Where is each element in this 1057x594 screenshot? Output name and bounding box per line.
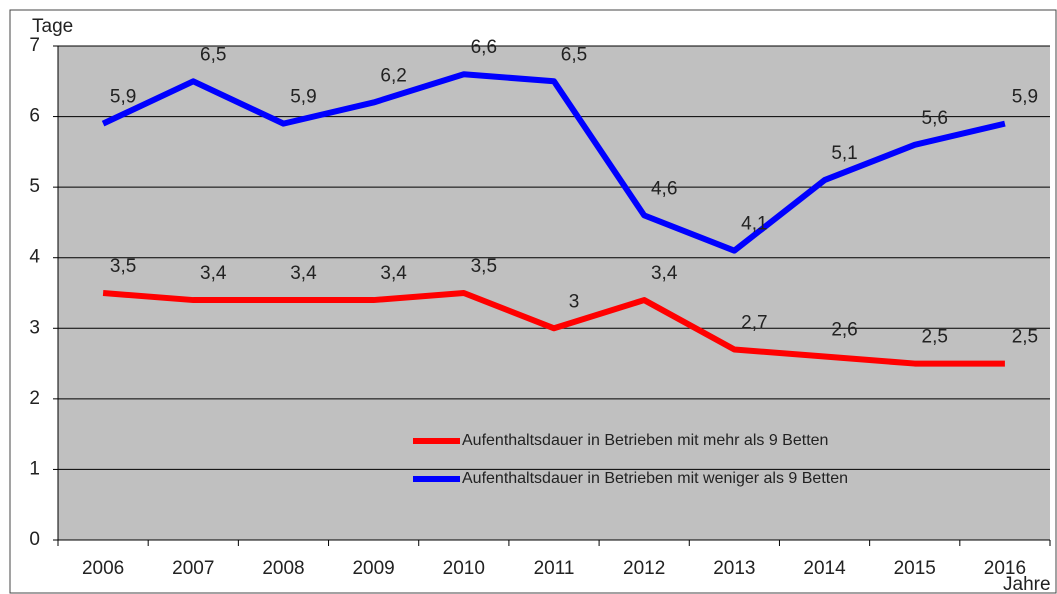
y-tick-label: 6 (29, 106, 40, 127)
data-label: 3,4 (380, 263, 407, 284)
x-tick-label: 2006 (82, 558, 124, 579)
series-line (101, 71, 1006, 254)
data-label: 2,6 (831, 320, 857, 341)
data-label: 6,5 (200, 44, 226, 65)
data-label: 3,5 (471, 256, 497, 277)
legend-label: Aufenthaltsdauer in Betrieben mit wenige… (462, 470, 848, 487)
x-tick-label: 2016 (984, 558, 1026, 579)
data-label: 3,4 (200, 263, 227, 284)
x-tick-label: 2010 (443, 558, 485, 579)
data-label: 2,5 (1012, 327, 1038, 348)
data-label: 4,6 (651, 178, 677, 199)
x-tick-label: 2015 (894, 558, 936, 579)
data-label: 3,4 (290, 263, 317, 284)
x-tick-label: 2008 (262, 558, 304, 579)
y-tick-label: 4 (29, 247, 40, 268)
y-tick-label: 1 (29, 458, 40, 479)
x-tick-label: 2013 (713, 558, 755, 579)
y-axis-label: Tage (32, 16, 73, 37)
x-axis-label: Jahre (1003, 574, 1051, 594)
data-label: 5,6 (922, 108, 948, 129)
y-tick-label: 2 (29, 388, 40, 409)
data-label: 2,5 (922, 327, 948, 348)
legend-label: Aufenthaltsdauer in Betrieben mit mehr a… (462, 432, 828, 449)
data-label: 3,5 (110, 256, 136, 277)
data-label: 3,4 (651, 263, 678, 284)
data-label: 4,1 (741, 214, 767, 235)
data-label: 5,9 (110, 87, 136, 108)
data-label: 6,6 (471, 37, 497, 58)
data-label: 5,1 (831, 143, 857, 164)
data-label: 3 (569, 291, 580, 312)
frame (9, 9, 1057, 594)
y-tick-label: 3 (29, 317, 40, 338)
data-label: 5,9 (1012, 87, 1038, 108)
x-tick-label: 2014 (803, 558, 846, 579)
data-label: 6,2 (380, 65, 406, 86)
y-tick-label: 7 (29, 35, 40, 56)
x-tick-label: 2009 (352, 558, 394, 579)
data-label: 5,9 (290, 87, 316, 108)
data-label: 6,5 (561, 44, 587, 65)
x-tick-label: 2012 (623, 558, 665, 579)
data-label: 2,7 (741, 312, 767, 333)
series-line (102, 290, 1005, 367)
y-tick-label: 0 (29, 529, 40, 550)
x-tick-label: 2007 (172, 558, 214, 579)
y-tick-label: 5 (29, 176, 40, 197)
x-tick-label: 2011 (534, 558, 575, 579)
plot-area (58, 46, 1050, 540)
